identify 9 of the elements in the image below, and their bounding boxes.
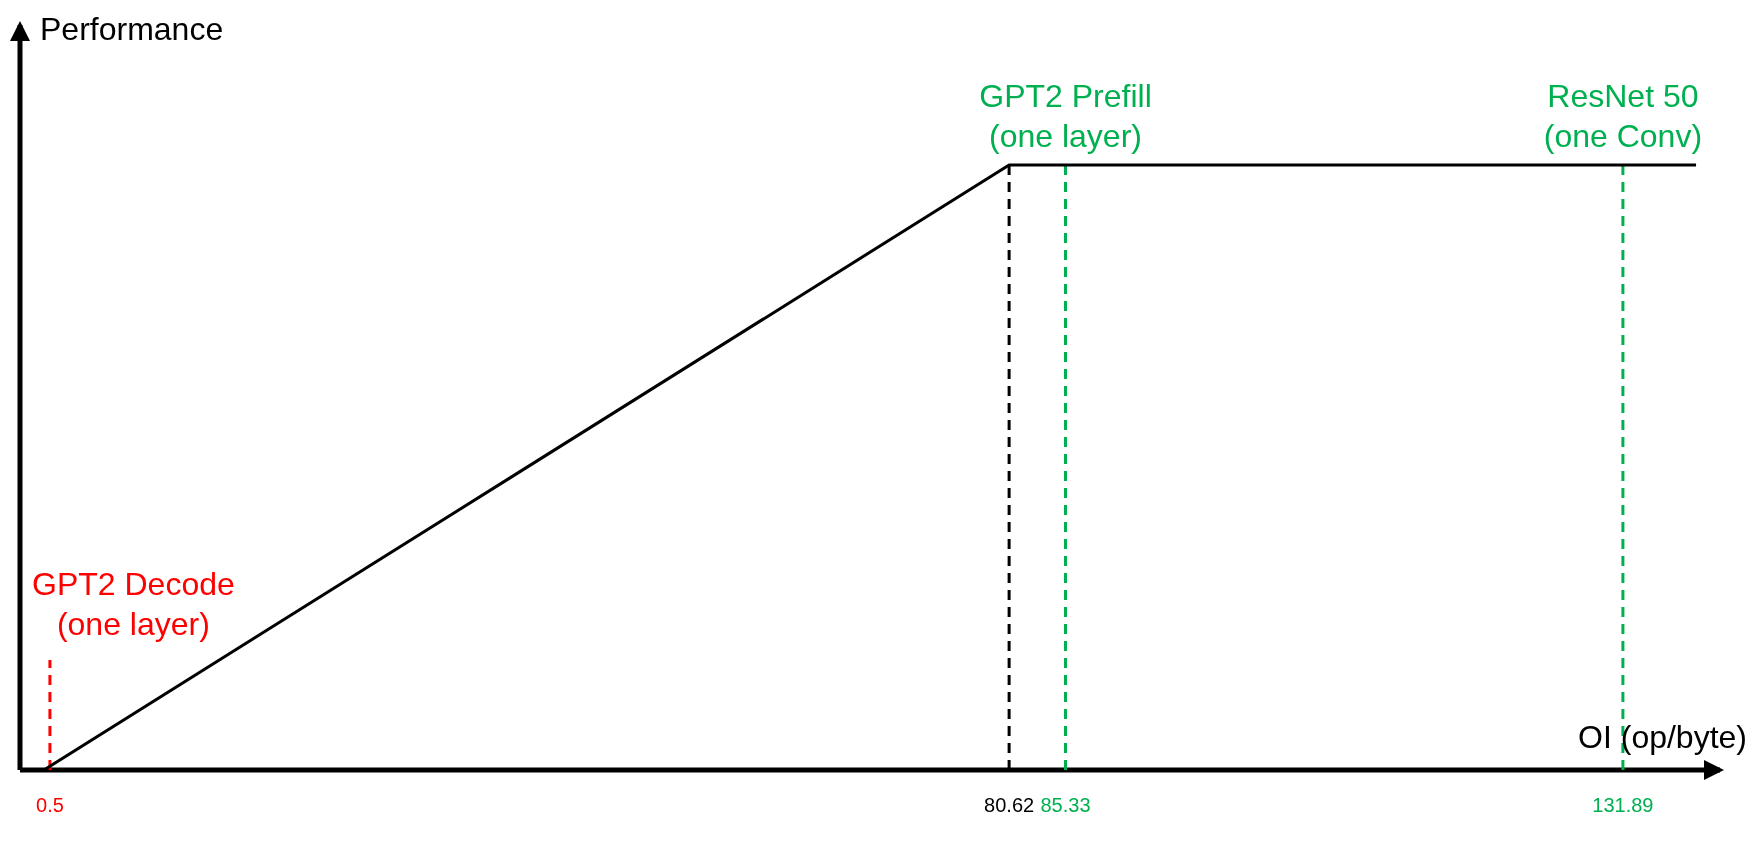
ref-line-label: GPT2 Decode (one layer) — [32, 566, 235, 643]
ref-line-label: ResNet 50 (one Conv) — [1543, 78, 1703, 154]
y-axis-title: Performance — [40, 11, 224, 47]
x-axis-title: OI (op/byte) — [1578, 719, 1747, 755]
x-tick-label: 80.62 — [984, 794, 1035, 816]
x-tick-label: 0.5 — [36, 794, 64, 816]
x-tick-label: 85.33 — [1040, 794, 1091, 816]
ref-line-label: GPT2 Prefill (one layer) — [979, 78, 1152, 154]
x-tick-label: 131.89 — [1592, 794, 1654, 816]
